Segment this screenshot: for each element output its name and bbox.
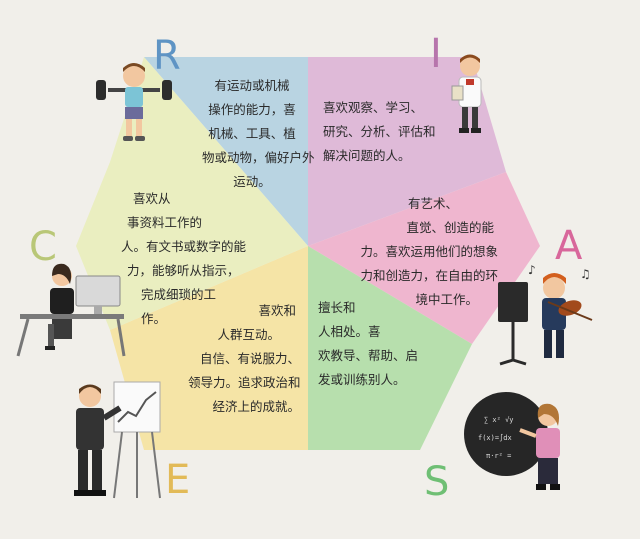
segment-s-text: 擅长和 人相处。喜 欢教导、帮助、启 发或训练别人。 [318,296,418,392]
segment-r-line: 物或动物，偏好户外 [202,150,315,165]
segment-c-area [76,57,308,330]
segment-a-line: 力和创造力，在自由的环 [360,268,498,283]
letter-e: E [165,457,191,503]
segment-s-line: 欢教导、帮助、启 [318,348,419,363]
segment-s-line: 擅长和 [318,300,356,315]
segment-c-line: 力，能够听从指示， [127,263,240,278]
svg-text:♪: ♪ [528,263,536,277]
segment-c-text: 喜欢从 事资料工作的 人。有文书或数字的能 力，能够听从指示， 完成细琐的工 作… [119,187,246,331]
letter-c: C [29,224,57,270]
segment-a-text: 有艺术、 直觉、创造的能 力。喜欢运用他们的想象 力和创造力，在自由的环 境中工… [338,192,498,312]
segment-r-line: 机械、工具、植 [208,126,296,141]
segment-c-line: 作。 [141,311,167,326]
segment-i-line: 研究、分析、评估和 [323,124,436,139]
weightlifter-boy-illustration [96,63,172,141]
segment-e-line: 自信、有说服力、 [199,351,300,366]
letter-i: I [430,31,442,77]
segment-c-line: 人。有文书或数字的能 [121,239,247,254]
svg-text:♫: ♫ [580,267,591,281]
segment-i-line: 喜欢观察、学习、 [323,100,424,115]
segment-i-line: 解决问题的人。 [323,148,411,163]
segment-e-line: 领导力。追求政治和 [188,375,301,390]
teacher-at-chalkboard-illustration: ∑ x² √y f(x)=∫dx π·r² = [464,392,560,490]
segment-e-text: 喜欢和 人群互动。 自信、有说服力、 领导力。追求政治和 经济上的成就。 [188,299,301,419]
scientist-with-clipboard-illustration [451,54,482,133]
segment-c-line: 喜欢从 [133,191,171,206]
segment-a-line: 力。喜欢运用他们的想象 [360,244,498,259]
office-worker-at-computer-illustration [16,263,126,357]
violinist-with-music-stand-illustration: ♪ ♫ [498,263,593,366]
segment-r-line: 有运动或机械 [214,78,290,93]
segment-r-line: 运动。 [233,174,271,189]
segment-a-line: 境中工作。 [415,292,478,307]
segment-s-line: 人相处。喜 [318,324,381,339]
segment-a-line: 有艺术、 [407,196,458,211]
segment-i-text: 喜欢观察、学习、 研究、分析、评估和 解决问题的人。 [323,96,436,168]
letter-a: A [555,223,583,269]
segment-a-line: 直觉、创造的能 [406,220,494,235]
segment-r-text: 有运动或机械 操作的能力，喜 机械、工具、植 物或动物，偏好户外 运动。 [202,74,315,194]
svg-text:f(x)=∫dx: f(x)=∫dx [478,433,512,442]
segment-s-line: 发或训练别人。 [318,372,406,387]
segment-e-line: 经济上的成就。 [212,399,300,414]
segment-i-area [308,57,506,246]
segment-c-line: 事资料工作的 [127,215,203,230]
svg-text:π·r² =: π·r² = [486,452,511,460]
presenter-with-chart-illustration [74,381,161,499]
svg-text:∑ x² √y: ∑ x² √y [484,416,514,424]
segment-a-area [308,172,540,344]
segment-r-line: 操作的能力，喜 [208,102,296,117]
segment-e-line: 人群互动。 [217,327,280,342]
segment-s-area [308,246,472,450]
letter-s: S [424,459,450,505]
letter-r: R [153,33,181,79]
segment-e-line: 喜欢和 [258,303,296,318]
segment-c-line: 完成细琐的工 [141,287,217,302]
